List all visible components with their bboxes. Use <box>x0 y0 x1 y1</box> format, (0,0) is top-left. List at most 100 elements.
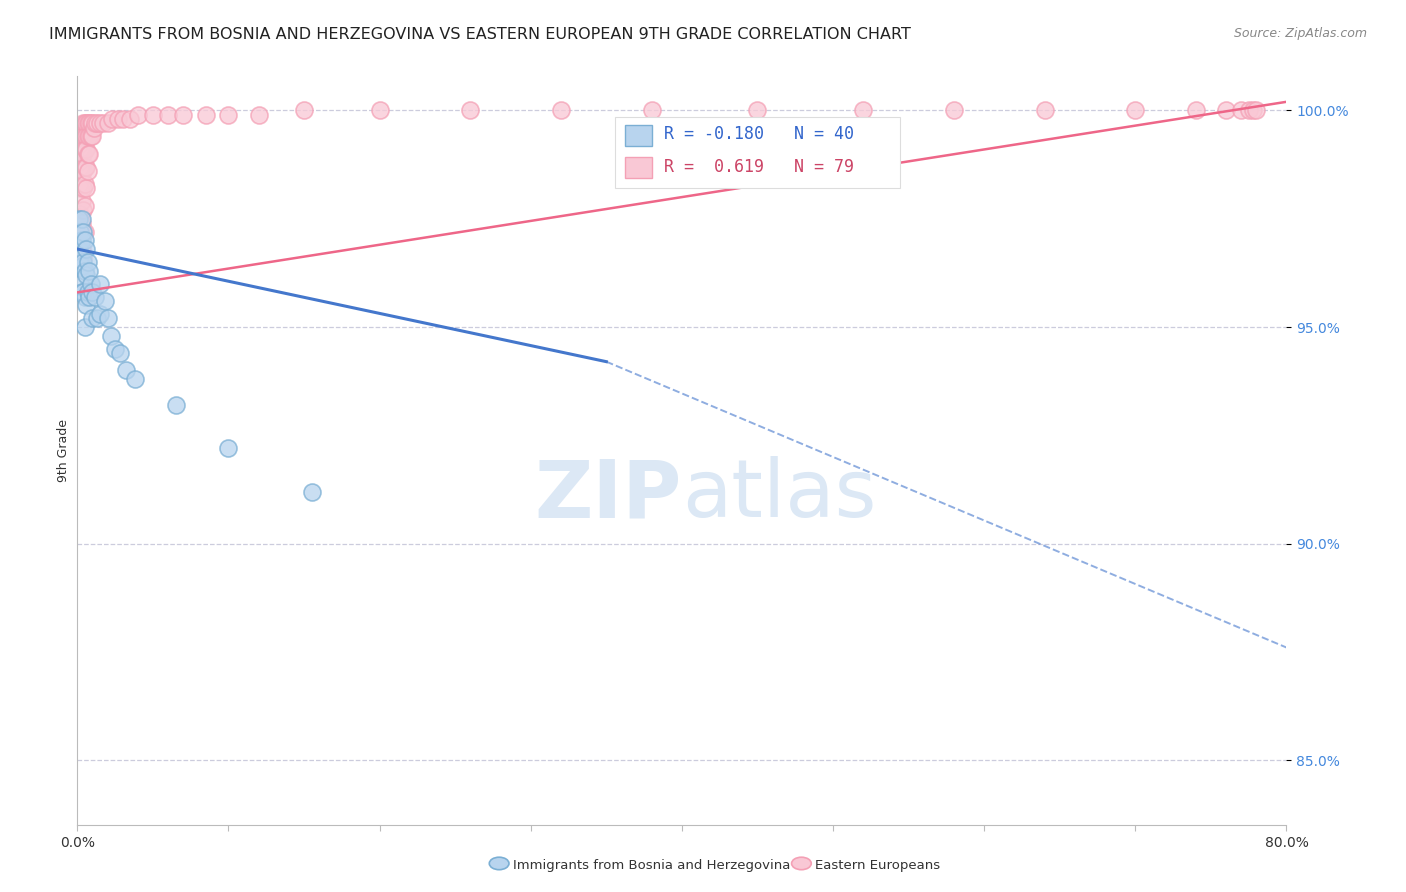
Point <box>75 298 97 312</box>
Point <box>91 116 114 130</box>
Point <box>77 146 100 161</box>
Point <box>73 320 96 334</box>
Point <box>70 125 93 139</box>
Point <box>641 103 664 118</box>
Point <box>89 307 111 321</box>
Point <box>67 155 90 169</box>
Point <box>69 181 91 195</box>
Point <box>292 103 315 118</box>
Point <box>69 160 91 174</box>
Point <box>73 160 96 174</box>
Point <box>1241 103 1264 118</box>
Text: Source: ZipAtlas.com: Source: ZipAtlas.com <box>1233 27 1367 40</box>
Point <box>89 116 111 130</box>
Point <box>301 484 323 499</box>
Point <box>79 263 101 277</box>
Point <box>1230 103 1253 118</box>
Bar <box>626 125 652 145</box>
Point <box>1215 103 1237 118</box>
Point <box>84 290 107 304</box>
Text: atlas: atlas <box>682 457 876 534</box>
Point <box>82 116 104 130</box>
Point <box>96 311 118 326</box>
Point <box>104 342 127 356</box>
Point <box>82 129 104 144</box>
Text: ZIP: ZIP <box>534 457 682 534</box>
Point <box>69 143 91 157</box>
Point <box>75 181 97 195</box>
Point <box>73 225 96 239</box>
Point <box>73 263 96 277</box>
Point <box>79 146 101 161</box>
Point <box>72 146 94 161</box>
Point <box>80 129 103 144</box>
Point <box>75 268 97 282</box>
Point <box>75 242 97 256</box>
Point <box>96 116 118 130</box>
Point <box>111 112 134 127</box>
Point <box>77 116 100 130</box>
Point <box>72 203 94 218</box>
FancyBboxPatch shape <box>616 117 900 188</box>
Point <box>67 242 90 256</box>
Point <box>550 103 572 118</box>
Point <box>458 103 481 118</box>
Point <box>67 138 90 153</box>
Point <box>69 125 91 139</box>
Point <box>86 116 108 130</box>
Text: R =  0.619   N = 79: R = 0.619 N = 79 <box>664 158 853 177</box>
Point <box>142 108 165 122</box>
Point <box>80 116 103 130</box>
Point <box>1033 103 1056 118</box>
Point <box>72 225 94 239</box>
Text: R = -0.180   N = 40: R = -0.180 N = 40 <box>664 125 853 143</box>
Y-axis label: 9th Grade: 9th Grade <box>58 419 70 482</box>
Point <box>72 164 94 178</box>
Point <box>747 103 769 118</box>
Point <box>79 129 101 144</box>
Point <box>89 277 111 291</box>
Point <box>79 290 101 304</box>
Point <box>368 103 391 118</box>
Point <box>86 311 108 326</box>
Point <box>72 181 94 195</box>
Point <box>72 255 94 269</box>
Bar <box>626 158 652 178</box>
Text: Eastern Europeans: Eastern Europeans <box>815 859 941 871</box>
Point <box>114 363 136 377</box>
Point <box>100 328 122 343</box>
Point <box>70 177 93 191</box>
Point <box>70 211 93 226</box>
Point <box>852 103 875 118</box>
Point <box>70 242 93 256</box>
Point <box>67 211 90 226</box>
Point <box>194 108 217 122</box>
Point <box>72 116 94 130</box>
Point <box>83 120 105 135</box>
Point <box>1123 103 1146 118</box>
Point <box>70 234 93 248</box>
Point <box>69 251 91 265</box>
Point <box>77 255 100 269</box>
Point <box>79 116 101 130</box>
Point <box>247 108 270 122</box>
Point <box>1184 103 1206 118</box>
Point <box>942 103 965 118</box>
Point <box>70 194 93 209</box>
Point <box>101 112 124 127</box>
Point <box>93 293 115 308</box>
Point <box>75 160 97 174</box>
Point <box>69 277 91 291</box>
Point <box>73 143 96 157</box>
Point <box>77 285 100 300</box>
Point <box>75 129 97 144</box>
Point <box>107 112 129 127</box>
Point <box>172 108 194 122</box>
Point <box>1237 103 1260 118</box>
Point <box>70 216 93 230</box>
Point <box>157 108 180 122</box>
Point <box>73 177 96 191</box>
Point <box>70 143 93 157</box>
Point <box>73 234 96 248</box>
Point <box>218 442 240 456</box>
